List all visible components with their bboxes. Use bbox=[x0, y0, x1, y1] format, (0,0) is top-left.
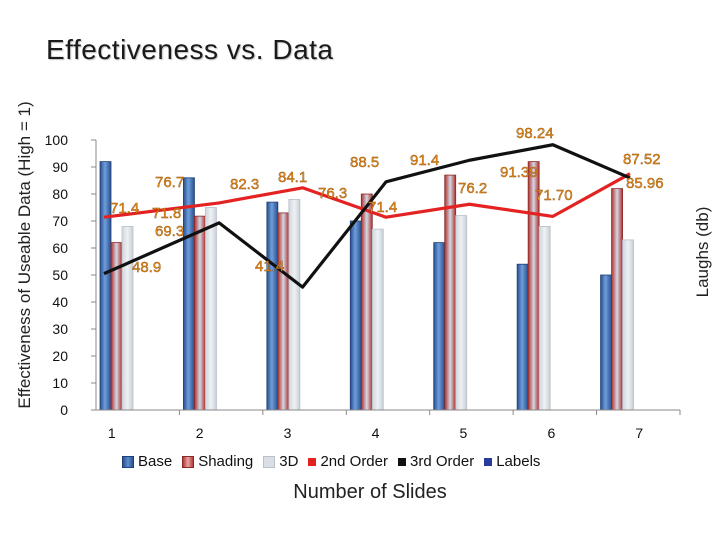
bar-base-6 bbox=[516, 263, 529, 411]
bar-base-2 bbox=[183, 177, 195, 411]
bar-shading-4 bbox=[360, 193, 373, 411]
data-label: 91.4 bbox=[410, 152, 439, 169]
data-label: 82.3 bbox=[230, 176, 259, 193]
y-tick-label: 40 bbox=[52, 294, 68, 310]
legend-swatch-labels bbox=[484, 457, 493, 466]
data-label: 98.24 bbox=[516, 125, 554, 142]
data-label: 71.4 bbox=[110, 200, 139, 217]
bar-shading-7 bbox=[611, 188, 623, 411]
series-line-2nd-order bbox=[103, 172, 631, 219]
legend-item-base: Base bbox=[122, 453, 172, 470]
data-label: 71.4 bbox=[368, 199, 397, 216]
x-axis-label: Number of Slides bbox=[293, 481, 447, 503]
bar-base-7 bbox=[600, 274, 612, 411]
y-tick-label: 20 bbox=[52, 348, 68, 364]
data-label: 76.2 bbox=[458, 180, 487, 197]
y-tick-label: 10 bbox=[52, 375, 68, 391]
legend-label-3d: 3D bbox=[279, 453, 299, 470]
y-tick-label: 80 bbox=[52, 186, 68, 202]
y-tick-label: 60 bbox=[52, 240, 68, 256]
data-label: 76.3 bbox=[318, 185, 347, 202]
y-tick-label: 0 bbox=[60, 402, 68, 418]
y-tick-label: 70 bbox=[52, 213, 68, 229]
bar-base-1 bbox=[99, 161, 112, 411]
bar-3d-7 bbox=[622, 239, 634, 411]
data-label: 48.9 bbox=[132, 259, 161, 276]
bar-3d-3 bbox=[288, 198, 301, 411]
x-tick-label: 7 bbox=[635, 425, 643, 441]
legend-label-3rd-order: 3rd Order bbox=[410, 453, 475, 470]
bar-3d-4 bbox=[371, 228, 384, 411]
legend-item-3rd-order: 3rd Order bbox=[398, 453, 474, 470]
bar-shading-2 bbox=[194, 215, 206, 411]
legend-swatch-3rd-order bbox=[398, 457, 406, 466]
bar-base-5 bbox=[433, 242, 446, 411]
legend-label-2nd-order: 2nd Order bbox=[320, 453, 388, 470]
data-label: 41.4 bbox=[255, 258, 284, 275]
data-label: 88.5 bbox=[350, 154, 379, 171]
y-axis-label: Effectiveness of Useable Data (High = 1) bbox=[15, 101, 34, 409]
legend-swatch-3d bbox=[263, 455, 276, 468]
bar-3d-5 bbox=[455, 215, 468, 411]
y-tick-label: 90 bbox=[52, 159, 68, 175]
legend-swatch-2nd-order bbox=[308, 457, 317, 466]
x-tick-label: 4 bbox=[372, 425, 380, 441]
data-label: 87.52 bbox=[623, 151, 661, 168]
legend-item-3d: 3D bbox=[263, 453, 298, 470]
y-tick-label: 50 bbox=[52, 267, 68, 283]
legend-label-shading: Shading bbox=[198, 453, 254, 470]
legend-item-labels: Labels bbox=[484, 453, 540, 470]
bar-shading-3 bbox=[277, 212, 290, 411]
series-line-3rd-order bbox=[103, 143, 631, 289]
data-label: 85.96 bbox=[626, 175, 664, 192]
data-label: 71.70 bbox=[535, 187, 573, 204]
secondary-y-axis-label: Laughs (db) bbox=[693, 206, 712, 298]
data-label: 91.39 bbox=[500, 164, 538, 181]
bar-base-4 bbox=[349, 220, 362, 411]
data-label: 71.8 bbox=[152, 205, 181, 222]
data-label: 76.7 bbox=[155, 174, 184, 191]
chart-legend: Base Shading 3D 2nd Order 3rd Order Labe… bbox=[122, 453, 540, 470]
bar-3d-2 bbox=[205, 207, 217, 411]
x-tick-label: 2 bbox=[196, 425, 204, 441]
x-tick-label: 3 bbox=[284, 425, 292, 441]
data-label: 84.1 bbox=[278, 169, 307, 186]
legend-item-2nd-order: 2nd Order bbox=[308, 453, 388, 470]
x-tick-label: 6 bbox=[547, 425, 555, 441]
x-tick-label: 1 bbox=[108, 425, 116, 441]
legend-swatch-shading bbox=[182, 455, 195, 468]
data-label: 69.3 bbox=[155, 223, 184, 240]
legend-label-base: Base bbox=[138, 453, 173, 470]
x-tick-label: 5 bbox=[460, 425, 468, 441]
y-tick-label: 100 bbox=[45, 132, 69, 148]
legend-label-labels: Labels bbox=[496, 453, 541, 470]
bar-3d-6 bbox=[538, 225, 551, 411]
bar-shading-5 bbox=[444, 174, 457, 411]
chart-title: Effectiveness vs. Data bbox=[46, 34, 334, 65]
legend-item-shading: Shading bbox=[182, 453, 253, 470]
bar-3d-1 bbox=[121, 225, 134, 411]
y-tick-label: 30 bbox=[52, 321, 68, 337]
legend-swatch-base bbox=[122, 455, 134, 468]
bar-base-3 bbox=[266, 201, 279, 411]
